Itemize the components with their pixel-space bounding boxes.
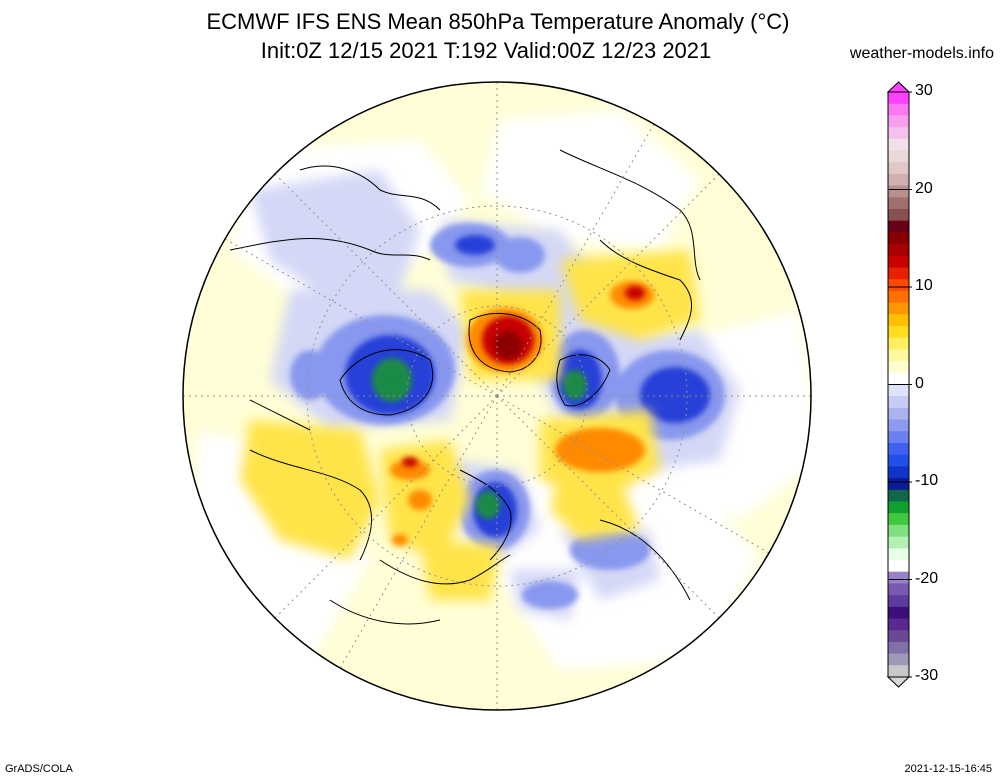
timestamp: 2021-12-15-16:45 xyxy=(904,763,992,775)
colorbar-cell xyxy=(888,162,909,175)
colorbar-cell xyxy=(888,138,909,151)
colorbar-cell xyxy=(888,103,909,116)
colorbar-label: -10 xyxy=(915,472,939,489)
peak-warm-core xyxy=(494,331,522,359)
colorbar-cell xyxy=(888,606,909,619)
colorbar-cell xyxy=(888,524,909,538)
colorbar-cell xyxy=(888,279,909,292)
colorbar-cell xyxy=(888,197,909,210)
coldest-regions xyxy=(372,358,587,519)
colorbar-label: -30 xyxy=(915,667,939,684)
colorbar-cell xyxy=(888,92,909,105)
colorbar-cell xyxy=(888,443,909,456)
colorbar-cell xyxy=(888,150,909,163)
colorbar-cell xyxy=(888,466,909,479)
colorbar-cell xyxy=(888,431,909,444)
colorbar-cell xyxy=(888,653,909,666)
colorbar-cell xyxy=(888,326,909,339)
map-subtitle: Init:0Z 12/15 2021 T:192 Valid:00Z 12/23… xyxy=(260,38,712,63)
colorbar-cell xyxy=(888,407,909,421)
colorbar-cell xyxy=(888,232,909,245)
coastlines xyxy=(229,149,701,625)
colorbar-cell xyxy=(888,571,909,584)
colorbar-label: 30 xyxy=(915,82,933,99)
colorbar-label: 0 xyxy=(915,374,924,392)
colorbar-cell xyxy=(888,501,909,514)
map-border xyxy=(182,81,812,711)
colorbar-cell xyxy=(888,173,909,187)
colorbar-cell xyxy=(888,127,909,140)
colorbar-label: 10 xyxy=(915,277,933,294)
colorbar-cell xyxy=(888,255,909,268)
colorbar-bottom-arrow xyxy=(886,676,911,688)
colorbar-cell xyxy=(888,419,909,432)
map-title: ECMWF IFS ENS Mean 850hPa Temperature An… xyxy=(206,9,790,34)
colorbar-cell xyxy=(888,630,909,643)
colorbar-cell xyxy=(888,384,909,397)
colorbar-cell xyxy=(888,244,909,257)
colorbar-cell xyxy=(888,361,909,374)
colorbar-cell xyxy=(888,349,909,362)
colorbar-cell xyxy=(888,560,909,573)
colorbar-cell xyxy=(888,548,909,561)
colorbar-cell xyxy=(888,454,909,467)
colorbar-cell xyxy=(888,209,909,222)
colorbar-label: 20 xyxy=(915,179,933,197)
colorbar-cell xyxy=(888,513,909,526)
colorbar-cell xyxy=(888,595,909,608)
colorbar-cell xyxy=(888,618,909,631)
colorbar-cell xyxy=(888,314,909,327)
colorbar-top-arrow xyxy=(886,81,911,93)
colorbar-cell xyxy=(888,665,909,678)
colorbar-cell xyxy=(888,337,909,350)
colorbar-cell xyxy=(888,220,909,233)
colorbar-cell xyxy=(888,478,909,491)
colorbar xyxy=(886,81,912,688)
colorbar-cell xyxy=(888,115,909,128)
colorbar-cell xyxy=(888,185,909,198)
colorbar-cells xyxy=(887,91,910,678)
colorbar-label: -20 xyxy=(915,569,939,587)
colorbar-cell xyxy=(888,396,909,409)
software-credit: GrADS/COLA xyxy=(5,763,73,775)
colorbar-cell xyxy=(888,641,909,655)
colorbar-cell xyxy=(888,290,909,304)
colorbar-cell xyxy=(888,302,909,315)
colorbar-cell xyxy=(888,583,909,596)
graticule xyxy=(183,82,811,710)
colorbar-cell xyxy=(888,267,909,280)
colorbar-cell xyxy=(888,536,909,549)
colorbar-cell xyxy=(888,489,909,502)
colorbar-cell xyxy=(888,372,909,385)
site-credit: weather-models.info xyxy=(849,45,994,62)
